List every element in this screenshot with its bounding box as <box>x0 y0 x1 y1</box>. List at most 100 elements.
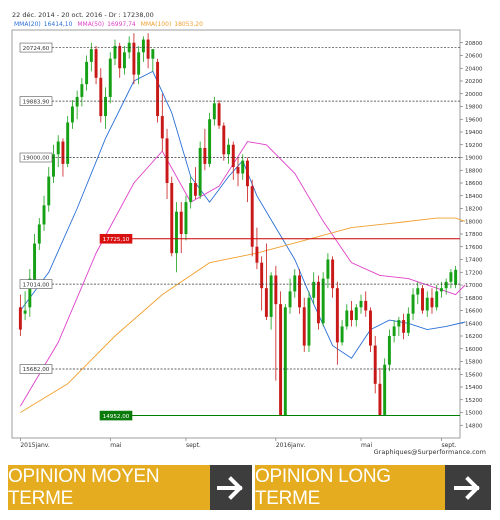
level-label: 17725,10 <box>103 237 130 243</box>
candle-body <box>61 141 65 164</box>
opinion-long-terme-button[interactable]: OPINION LONG TERME <box>255 465 491 510</box>
candle-body <box>369 310 372 346</box>
candle-body <box>435 291 439 308</box>
y-tick-label: 18200 <box>465 207 483 213</box>
chart-range-text: 22 déc. 2014 - 20 oct. 2016 - Dr : 17238… <box>12 11 154 19</box>
candle-body <box>444 281 448 289</box>
arrow-right-icon <box>210 465 252 510</box>
candle-body <box>42 205 46 225</box>
candle-body <box>425 297 429 311</box>
x-tick-label: 2016janv. <box>276 442 306 449</box>
candle-body <box>227 144 231 155</box>
candle-body <box>255 246 259 263</box>
candle-body <box>439 288 443 292</box>
legend-mma50-value: 16997,74 <box>107 21 136 28</box>
level-label-box <box>19 96 53 106</box>
level-label-box <box>19 42 53 53</box>
y-tick-label: 16000 <box>465 347 483 353</box>
candle-body <box>80 84 84 97</box>
candle-body <box>146 39 150 59</box>
chart-legend: MMA(20) 16414,10 MMA(50) 16997,74 MMA(100)… <box>14 21 206 28</box>
candle-body <box>430 297 434 308</box>
y-tick-label: 15800 <box>465 360 483 366</box>
candle-body <box>269 275 273 317</box>
x-tick-label: mai <box>361 442 373 449</box>
y-tick-label: 18400 <box>465 194 483 200</box>
candle-body <box>28 278 32 308</box>
candle-body <box>89 49 93 62</box>
candle-body <box>274 275 278 305</box>
candle-body <box>108 58 112 97</box>
candle-body <box>179 211 183 234</box>
candle-body <box>397 320 401 327</box>
candle-body <box>283 307 287 416</box>
candle-body <box>350 310 354 321</box>
moving-average-line <box>20 141 466 407</box>
candle-body <box>47 176 51 206</box>
candle-body <box>170 183 174 254</box>
candle-body <box>241 160 245 174</box>
candle-body <box>151 49 155 59</box>
candle-body <box>373 345 377 384</box>
y-tick-label: 19000 <box>465 156 483 162</box>
candle-body <box>359 300 363 308</box>
y-tick-label: 17800 <box>465 232 483 238</box>
level-label-box <box>19 364 53 374</box>
candle-body <box>222 125 226 155</box>
chart-credit: Graphiques@Surperformance.com <box>373 448 486 456</box>
candle-body <box>364 300 368 311</box>
level-label-box <box>99 233 133 244</box>
candle-body <box>298 275 301 308</box>
candle-body <box>212 103 216 120</box>
candle-body <box>335 288 339 343</box>
y-tick-label: 20400 <box>465 66 483 72</box>
candle-body <box>122 52 126 69</box>
candle-body <box>345 310 349 327</box>
y-tick-label: 16800 <box>465 296 483 302</box>
y-tick-label: 20000 <box>465 92 483 98</box>
candle-body <box>454 269 458 285</box>
candle-body <box>189 183 193 203</box>
candle-body <box>411 294 415 314</box>
y-tick-label: 15400 <box>465 385 483 391</box>
opinion-long-terme-label: OPINION LONG TERME <box>255 465 445 510</box>
y-tick-label: 18800 <box>465 168 483 174</box>
y-tick-label: 18000 <box>465 219 483 225</box>
candle-body <box>449 272 453 282</box>
candle-body <box>193 183 197 196</box>
level-label: 19000,00 <box>23 156 50 162</box>
candle-body <box>421 288 424 311</box>
candle-body <box>378 383 382 416</box>
y-tick-label: 20600 <box>465 54 483 60</box>
candle-body <box>141 39 145 53</box>
candle-body <box>132 42 136 75</box>
y-tick-label: 19600 <box>465 117 483 123</box>
y-tick-label: 16400 <box>465 321 483 327</box>
x-tick-label: 2015janv. <box>20 442 50 449</box>
y-tick-label: 20200 <box>465 79 483 85</box>
candle-body <box>208 119 212 164</box>
candle-body <box>354 307 358 321</box>
candle-body <box>156 61 160 117</box>
y-tick-label: 19200 <box>465 143 483 149</box>
candle-body <box>70 106 74 123</box>
candle-body <box>402 320 406 333</box>
moving-average-line <box>20 70 466 359</box>
level-label-box <box>99 410 133 421</box>
candle-body <box>198 147 202 196</box>
candle-body <box>383 364 387 416</box>
candle-body <box>23 310 27 314</box>
candlestick-chart: 14800 15000 15200 15400 15600 15800 16000 16200… <box>11 29 483 449</box>
level-label: 15682,00 <box>23 367 50 373</box>
candle-body <box>160 116 164 139</box>
candle-body <box>312 281 316 298</box>
opinion-moyen-terme-button[interactable]: OPINION MOYEN TERME <box>8 465 252 510</box>
y-tick-label: 17600 <box>465 245 483 251</box>
candle-body <box>118 45 122 69</box>
candle-body <box>264 288 268 317</box>
legend-mma20-value: 16414,10 <box>43 21 73 28</box>
candle-body <box>37 224 41 244</box>
candle-body <box>75 96 79 107</box>
candle-body <box>331 259 335 289</box>
candle-body <box>387 336 391 365</box>
